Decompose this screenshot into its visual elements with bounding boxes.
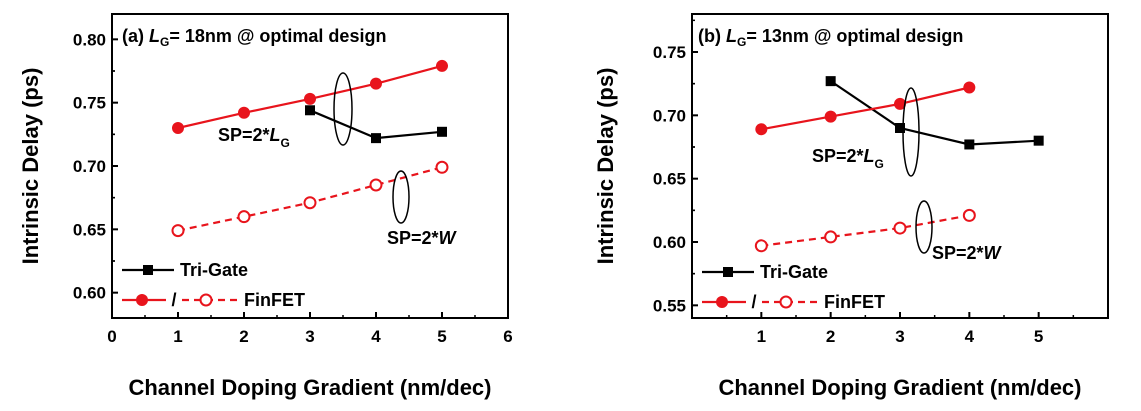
y-tick-label: 0.60 xyxy=(653,233,686,252)
annotation-var: L xyxy=(270,125,281,145)
x-axis-label: Channel Doping Gradient (nm/dec) xyxy=(718,375,1081,400)
y-tick-label: 0.70 xyxy=(653,106,686,125)
data-point-filled-circle xyxy=(172,122,184,134)
annotation-ellipse xyxy=(915,200,933,254)
legend-label-finfet: FinFET xyxy=(244,290,305,310)
data-point-open-circle xyxy=(824,230,838,244)
data-point-open-circle xyxy=(962,208,976,222)
data-point-filled-circle xyxy=(963,81,976,94)
data-point-open-circle xyxy=(171,224,185,238)
series-line-1 xyxy=(761,86,970,131)
title-var: L xyxy=(726,26,737,46)
data-point-filled-circle xyxy=(238,106,250,119)
data-point-square xyxy=(1033,135,1044,146)
chart-title: (b) LG= 13nm @ optimal design xyxy=(698,26,963,49)
annotation-var: L xyxy=(864,146,875,166)
annotation-prefix: SP=2* xyxy=(812,146,864,166)
data-point-filled-circle xyxy=(894,97,906,110)
x-tick-label: 1 xyxy=(173,327,182,346)
data-point-square xyxy=(895,123,905,133)
data-point-square xyxy=(305,105,315,116)
legend-label-finfet: FinFET xyxy=(824,292,885,312)
x-tick-label: 3 xyxy=(305,327,314,346)
title-rest: = 13nm @ optimal design xyxy=(746,26,963,46)
data-point-filled-circle xyxy=(824,110,837,123)
y-tick-label: 0.75 xyxy=(653,43,686,62)
series-line-2 xyxy=(761,214,970,247)
legend-marker-square xyxy=(143,265,153,275)
x-tick-label: 2 xyxy=(826,327,835,346)
annotation-label: SP=2*W xyxy=(387,228,458,248)
data-point-square xyxy=(437,126,447,137)
legend-marker-square xyxy=(723,267,733,277)
legend-marker-open-circle xyxy=(779,295,793,309)
legend-slash: / xyxy=(751,292,756,312)
data-point-open-circle xyxy=(754,239,768,253)
data-point-filled-circle xyxy=(755,123,768,136)
data-point-open-circle xyxy=(303,196,317,210)
x-tick-label: 4 xyxy=(371,327,381,346)
annotation-sub: G xyxy=(281,136,290,150)
y-tick-label: 0.70 xyxy=(73,157,106,176)
annotation-ellipse xyxy=(333,72,353,146)
annotation-prefix: SP=2* xyxy=(387,228,439,248)
plot-frame xyxy=(691,13,1109,319)
title-sub: G xyxy=(737,35,746,49)
y-tick-label: 0.60 xyxy=(73,284,106,303)
data-point-open-circle xyxy=(369,178,383,192)
legend-label-trigate: Tri-Gate xyxy=(180,260,248,280)
annotation-label: SP=2*LG xyxy=(218,125,290,150)
y-tick-label: 0.75 xyxy=(73,94,106,113)
legend-marker-filled-circle xyxy=(716,296,728,308)
data-point-square xyxy=(964,139,975,150)
y-axis-label: Intrinsic Delay (ps) xyxy=(18,68,43,265)
legend-marker-open-circle xyxy=(199,293,213,307)
data-point-square xyxy=(825,76,836,87)
title-prefix: (a) xyxy=(122,26,149,46)
x-tick-label: 5 xyxy=(437,327,446,346)
annotation-ellipse xyxy=(902,87,920,177)
title-var: L xyxy=(149,26,160,46)
y-axis-label: Intrinsic Delay (ps) xyxy=(593,68,618,265)
data-point-filled-circle xyxy=(304,92,316,105)
data-point-filled-circle xyxy=(370,77,382,90)
x-tick-label: 1 xyxy=(757,327,766,346)
annotation-var: W xyxy=(984,243,1003,263)
legend-marker-filled-circle xyxy=(136,294,148,306)
chart-title: (a) LG= 18nm @ optimal design xyxy=(122,26,386,49)
annotation-var: W xyxy=(439,228,458,248)
x-tick-label: 3 xyxy=(895,327,904,346)
chart-panel-a: 0 1 2 3 4 5 6 0.60 0.65 0.70 0.75 0.80 Channel Dopin… xyxy=(18,13,513,400)
title-prefix: (b) xyxy=(698,26,726,46)
annotation-prefix: SP=2* xyxy=(932,243,984,263)
chart-panel-b: 1 2 3 4 5 0.55 0.60 0.65 0.70 0.75 Channel Doping … xyxy=(593,13,1109,400)
y-tick-label: 0.65 xyxy=(653,170,686,189)
x-tick-label: 6 xyxy=(503,327,512,346)
annotation-label: SP=2*W xyxy=(932,243,1003,263)
plot-frame xyxy=(111,13,509,319)
annotation-ellipse xyxy=(392,170,410,224)
x-tick-label: 5 xyxy=(1034,327,1043,346)
series-line-0 xyxy=(830,80,1039,146)
data-point-open-circle xyxy=(435,160,449,174)
title-rest: = 18nm @ optimal design xyxy=(169,26,386,46)
data-point-filled-circle xyxy=(436,59,448,72)
annotation-sub: G xyxy=(875,157,884,171)
data-point-open-circle xyxy=(237,210,251,224)
x-tick-label: 0 xyxy=(107,327,116,346)
title-sub: G xyxy=(160,35,169,49)
data-point-open-circle xyxy=(893,221,907,235)
x-tick-label: 4 xyxy=(965,327,975,346)
y-tick-label: 0.65 xyxy=(73,220,106,239)
data-point-square xyxy=(371,133,381,144)
y-tick-label: 0.55 xyxy=(653,296,686,315)
legend-slash: / xyxy=(171,290,176,310)
legend-label-trigate: Tri-Gate xyxy=(760,262,828,282)
x-tick-label: 2 xyxy=(239,327,248,346)
x-axis-label: Channel Doping Gradient (nm/dec) xyxy=(128,375,491,400)
annotation-label: SP=2*LG xyxy=(812,146,884,171)
y-tick-label: 0.80 xyxy=(73,30,106,49)
annotation-prefix: SP=2* xyxy=(218,125,270,145)
